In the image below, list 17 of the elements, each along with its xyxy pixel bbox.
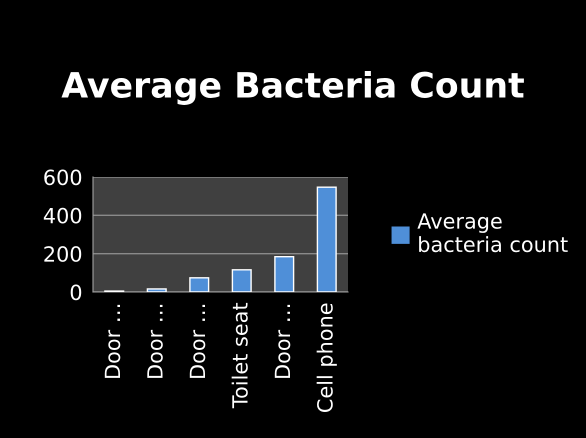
bar — [274, 256, 294, 292]
x-tick-label: Toilet seat — [232, 302, 248, 408]
bar — [232, 269, 252, 292]
bar — [189, 277, 210, 292]
x-tick-label: Door … — [104, 304, 120, 378]
bar — [146, 288, 167, 292]
bar — [316, 186, 337, 292]
y-tick-label: 400 — [44, 208, 82, 224]
y-tick-label: 0 — [70, 284, 82, 300]
y-tick-label: 600 — [44, 169, 82, 186]
x-tick-label: Door … — [147, 304, 163, 378]
x-tick-label: Door … — [190, 304, 206, 378]
x-tick-label: Door … — [274, 304, 290, 378]
x-tick-label: Cell phone — [316, 304, 337, 412]
chart-title: Average Bacteria Count — [61, 71, 524, 105]
y-tick-label: 200 — [44, 246, 82, 262]
legend-label: Average bacteria count — [417, 213, 568, 252]
